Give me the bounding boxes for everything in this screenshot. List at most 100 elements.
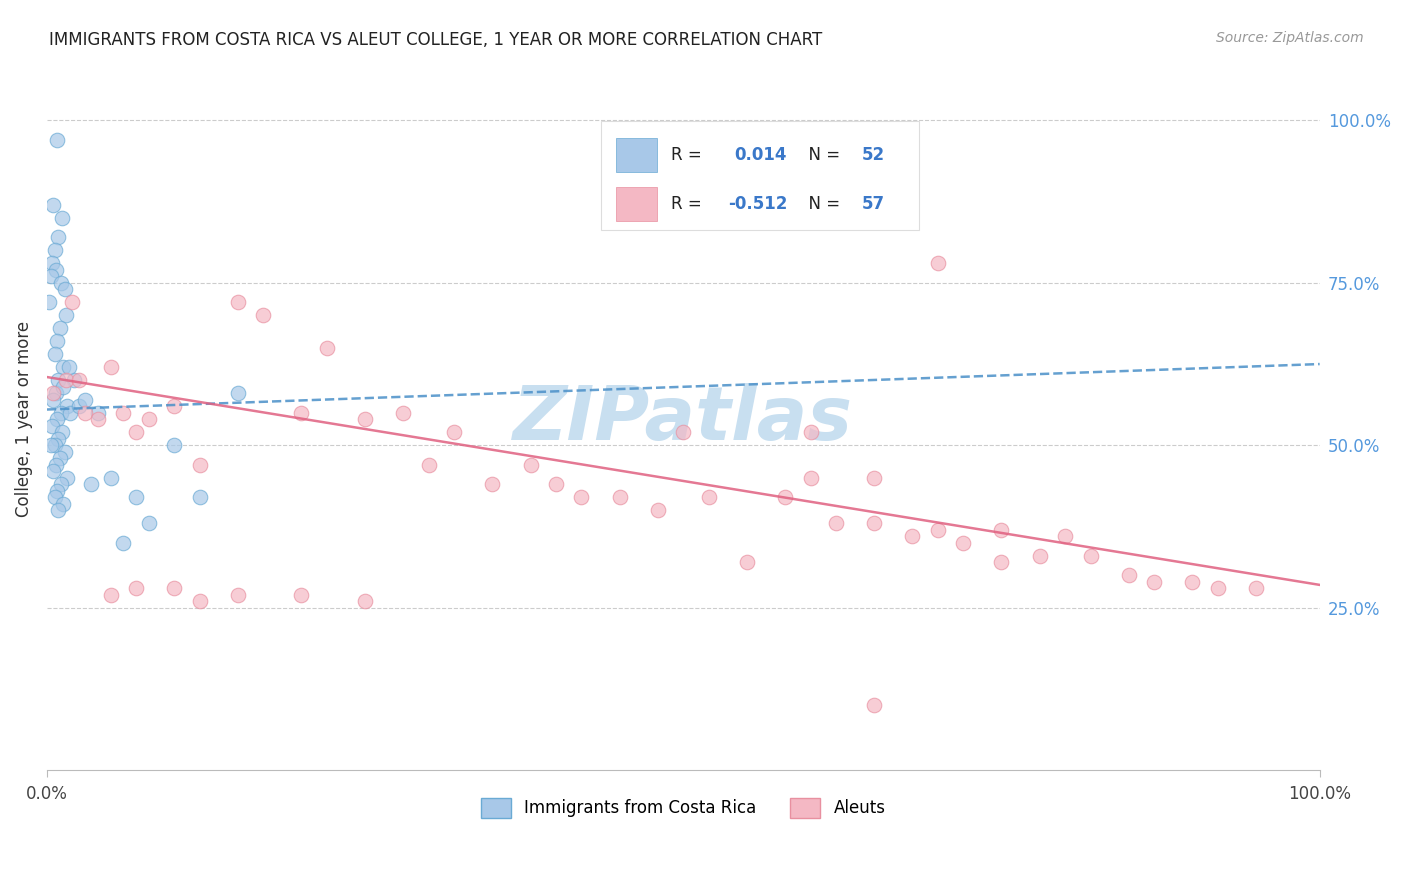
Point xyxy=(41,418,63,433)
Point xyxy=(1244,581,1267,595)
Point xyxy=(125,425,148,440)
Text: Source: ZipAtlas.com: Source: ZipAtlas.com xyxy=(1216,31,1364,45)
Point xyxy=(863,471,886,485)
Point xyxy=(87,406,110,420)
Point xyxy=(188,594,211,608)
Point xyxy=(125,581,148,595)
Point xyxy=(226,588,249,602)
Point xyxy=(49,406,72,420)
Point xyxy=(163,438,186,452)
Point xyxy=(46,503,69,517)
Text: ZIPatlas: ZIPatlas xyxy=(513,383,853,456)
Point xyxy=(51,211,73,225)
Point xyxy=(138,412,160,426)
Point xyxy=(100,360,122,375)
Point xyxy=(42,386,65,401)
Point xyxy=(927,523,949,537)
Point xyxy=(49,276,72,290)
Point xyxy=(45,458,67,472)
Point xyxy=(990,523,1012,537)
Point xyxy=(773,490,796,504)
FancyBboxPatch shape xyxy=(600,121,918,230)
Text: 0.014: 0.014 xyxy=(734,145,787,164)
Point xyxy=(58,360,80,375)
Bar xyxy=(616,187,657,220)
Text: N =: N = xyxy=(797,145,845,164)
Point xyxy=(46,230,69,244)
Point xyxy=(39,438,62,452)
Point xyxy=(48,321,70,335)
Point xyxy=(49,477,72,491)
Point xyxy=(46,373,69,387)
Point xyxy=(52,497,75,511)
Point xyxy=(1206,581,1229,595)
Point xyxy=(927,256,949,270)
Point xyxy=(392,406,415,420)
Point xyxy=(53,444,76,458)
Point xyxy=(62,373,84,387)
Point xyxy=(571,490,593,504)
Point xyxy=(354,412,377,426)
Point xyxy=(252,309,274,323)
Point xyxy=(1054,529,1077,543)
Text: N =: N = xyxy=(797,195,845,213)
Point xyxy=(1143,574,1166,589)
Point xyxy=(41,256,63,270)
Point xyxy=(55,309,77,323)
Point xyxy=(1080,549,1102,563)
Point xyxy=(672,425,695,440)
Point xyxy=(46,133,69,147)
Point xyxy=(44,244,66,258)
Y-axis label: College, 1 year or more: College, 1 year or more xyxy=(15,321,32,517)
Point xyxy=(56,399,79,413)
Point xyxy=(52,380,75,394)
Point xyxy=(45,386,67,401)
Point xyxy=(443,425,465,440)
Point xyxy=(481,477,503,491)
Point xyxy=(863,698,886,712)
Point xyxy=(46,412,69,426)
Point xyxy=(52,360,75,375)
Point xyxy=(901,529,924,543)
Point xyxy=(100,588,122,602)
Text: R =: R = xyxy=(671,145,707,164)
Text: -0.512: -0.512 xyxy=(728,195,787,213)
Point xyxy=(44,347,66,361)
Point xyxy=(1181,574,1204,589)
Bar xyxy=(616,138,657,171)
Point xyxy=(163,581,186,595)
Point xyxy=(226,386,249,401)
Point xyxy=(75,406,97,420)
Point xyxy=(53,282,76,296)
Point xyxy=(226,295,249,310)
Point xyxy=(735,555,758,569)
Point xyxy=(1028,549,1050,563)
Point xyxy=(418,458,440,472)
Point xyxy=(163,399,186,413)
Point xyxy=(60,295,83,310)
Point xyxy=(125,490,148,504)
Point xyxy=(799,471,821,485)
Text: IMMIGRANTS FROM COSTA RICA VS ALEUT COLLEGE, 1 YEAR OR MORE CORRELATION CHART: IMMIGRANTS FROM COSTA RICA VS ALEUT COLL… xyxy=(49,31,823,49)
Point xyxy=(519,458,541,472)
Point xyxy=(48,451,70,466)
Point xyxy=(46,432,69,446)
Point xyxy=(51,425,73,440)
Point xyxy=(952,535,974,549)
Point xyxy=(188,490,211,504)
Point xyxy=(75,392,97,407)
Point xyxy=(647,503,669,517)
Point xyxy=(45,263,67,277)
Point xyxy=(863,516,886,531)
Point xyxy=(544,477,567,491)
Point xyxy=(55,373,77,387)
Point xyxy=(67,373,90,387)
Point xyxy=(354,594,377,608)
Point xyxy=(609,490,631,504)
Point xyxy=(112,535,135,549)
Point xyxy=(46,483,69,498)
Point xyxy=(87,412,110,426)
Point xyxy=(799,425,821,440)
Legend: Immigrants from Costa Rica, Aleuts: Immigrants from Costa Rica, Aleuts xyxy=(474,791,891,825)
Point xyxy=(825,516,848,531)
